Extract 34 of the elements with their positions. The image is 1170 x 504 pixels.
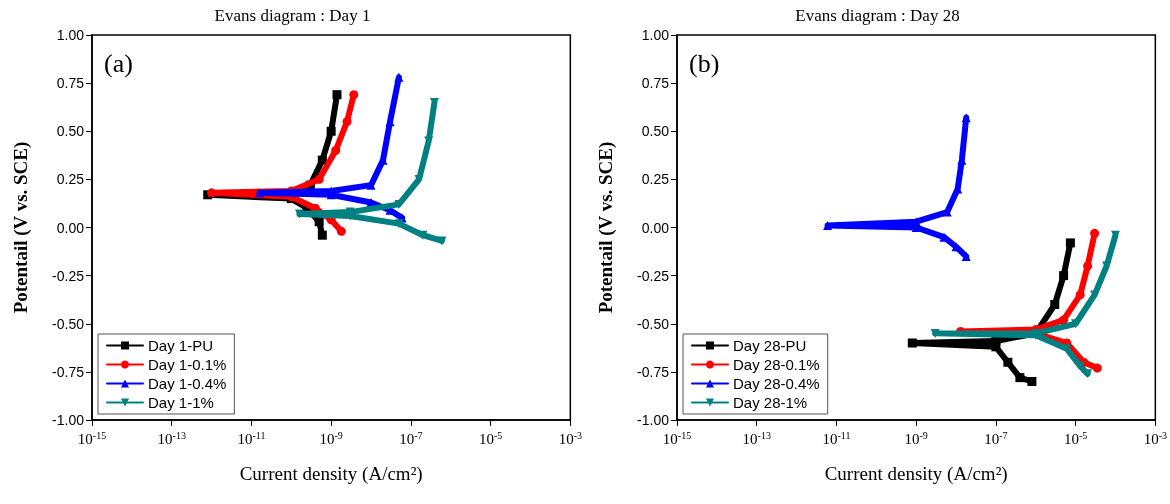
y-tick-label: 0.75 (641, 75, 670, 92)
chart-title: Evans diagram : Day 28 (795, 6, 960, 25)
chart-title: Evans diagram : Day 1 (214, 6, 371, 25)
legend-label: Day 1-PU (148, 337, 214, 354)
y-tick-label: -1.00 (637, 412, 670, 428)
y-tick-label: -1.00 (52, 412, 85, 428)
annotation: (b) (689, 48, 720, 78)
y-tick-label: 0.00 (641, 219, 670, 236)
y-tick-label: 0.50 (56, 123, 85, 140)
x-axis-title: Current density (A/cm²) (824, 463, 1008, 485)
y-tick-label: 0.75 (56, 75, 85, 92)
x-axis-title: Current density (A/cm²) (239, 463, 423, 485)
y-tick-label: -0.75 (52, 363, 85, 380)
legend-label: Day 28-1% (733, 394, 808, 411)
legend-label: Day 1-1% (148, 394, 214, 411)
legend-label: Day 1-0.1% (148, 356, 227, 373)
y-tick-label: -0.50 (52, 315, 85, 332)
y-axis-title: Potentail (V vs. SCE) (595, 141, 617, 314)
legend-label: Day 1-0.4% (148, 375, 227, 392)
y-tick-label: 0.25 (56, 171, 85, 188)
y-tick-label: -0.25 (637, 267, 670, 284)
legend-label: Day 28-0.1% (733, 356, 820, 373)
y-tick-label: -0.50 (637, 315, 670, 332)
y-tick-label: -0.25 (52, 267, 85, 284)
y-tick-label: 1.00 (56, 27, 85, 43)
annotation: (a) (104, 48, 133, 78)
y-tick-label: 0.50 (641, 123, 670, 140)
y-tick-label: 1.00 (641, 27, 670, 43)
y-axis-title: Potentail (V vs. SCE) (10, 141, 32, 314)
legend-label: Day 28-PU (733, 337, 807, 354)
y-tick-label: -0.75 (637, 363, 670, 380)
legend-label: Day 28-0.4% (733, 375, 820, 392)
y-tick-label: 0.00 (56, 219, 85, 236)
y-tick-label: 0.25 (641, 171, 670, 188)
